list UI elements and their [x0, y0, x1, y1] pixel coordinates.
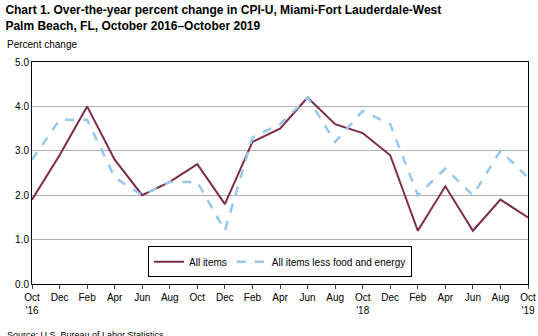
svg-text:Dec: Dec	[381, 292, 399, 303]
svg-text:3.0: 3.0	[15, 145, 29, 156]
svg-text:Chart 1. Over-the-year percent: Chart 1. Over-the-year percent change in…	[5, 3, 441, 33]
svg-text:0.0: 0.0	[15, 279, 29, 290]
svg-text:Aug: Aug	[326, 292, 344, 303]
svg-text:All items: All items	[189, 257, 227, 268]
svg-text:Feb: Feb	[409, 292, 427, 303]
svg-text:Oct'19: Oct'19	[520, 292, 536, 316]
svg-text:5.0: 5.0	[15, 57, 29, 68]
svg-text:4.0: 4.0	[15, 101, 29, 112]
svg-text:1.0: 1.0	[15, 234, 29, 245]
svg-text:Jun: Jun	[299, 292, 315, 303]
svg-text:Feb: Feb	[78, 292, 96, 303]
svg-text:Apr: Apr	[107, 292, 123, 303]
svg-text:2.0: 2.0	[15, 190, 29, 201]
svg-text:Percent change: Percent change	[7, 39, 77, 50]
svg-text:Jun: Jun	[465, 292, 481, 303]
svg-text:Aug: Aug	[161, 292, 179, 303]
svg-text:Dec: Dec	[51, 292, 69, 303]
svg-text:Oct: Oct	[190, 292, 206, 303]
svg-text:All items less food and energy: All items less food and energy	[272, 257, 405, 268]
svg-text:Oct'18: Oct'18	[355, 292, 371, 316]
svg-text:Dec: Dec	[216, 292, 234, 303]
svg-text:Jun: Jun	[134, 292, 150, 303]
svg-text:Oct'16: Oct'16	[24, 292, 40, 316]
svg-text:Source: U.S. Bureau of Labor S: Source: U.S. Bureau of Labor Statistics.	[7, 330, 166, 336]
svg-text:Apr: Apr	[272, 292, 288, 303]
svg-text:Feb: Feb	[244, 292, 262, 303]
svg-text:Aug: Aug	[492, 292, 510, 303]
svg-text:Apr: Apr	[438, 292, 454, 303]
